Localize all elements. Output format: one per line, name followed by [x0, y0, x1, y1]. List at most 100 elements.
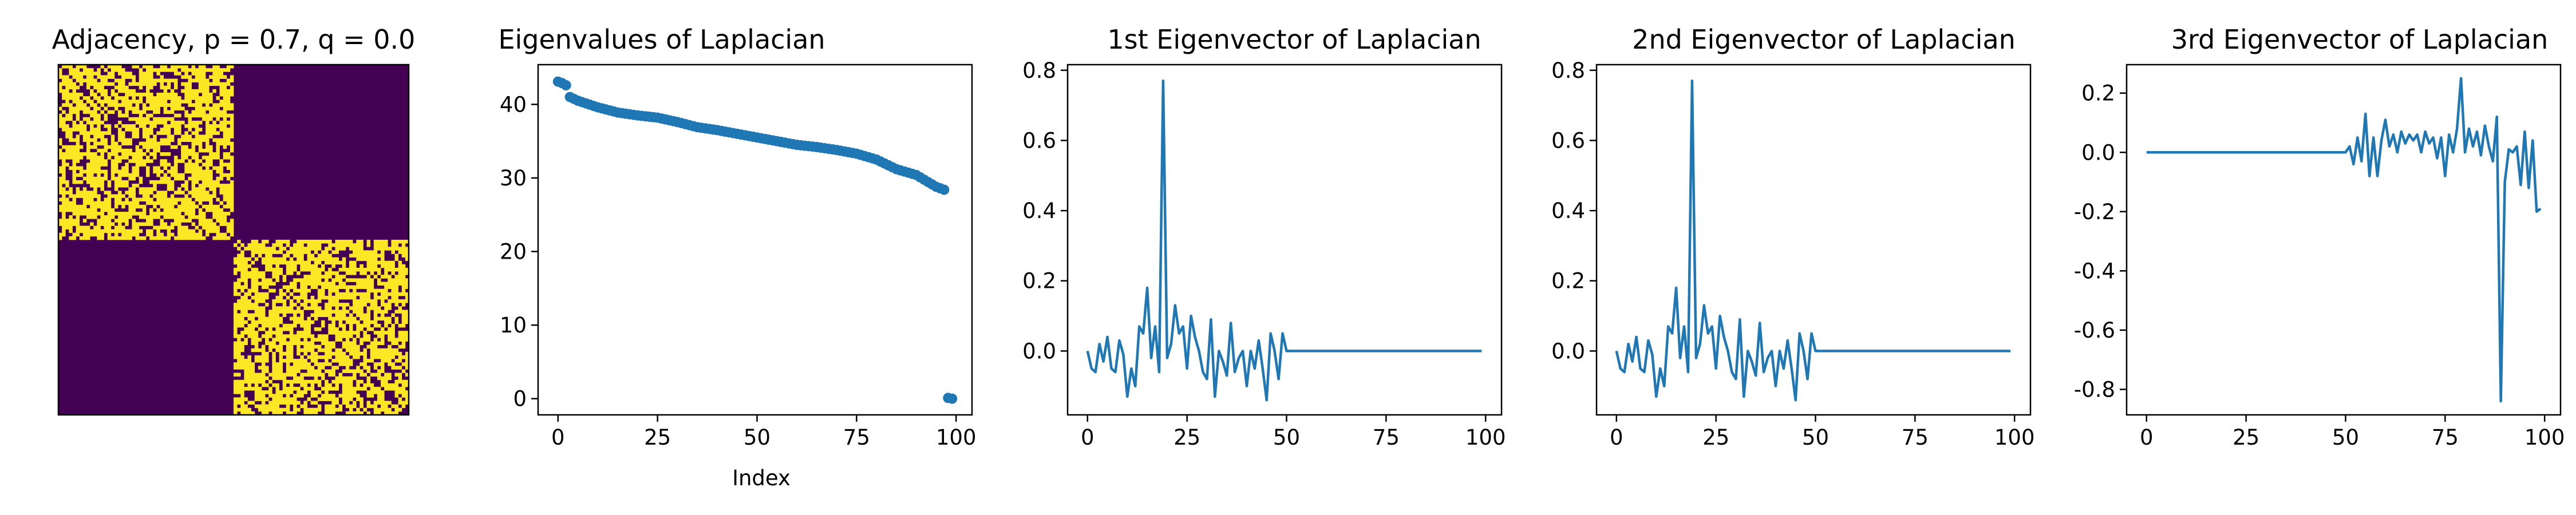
heatmap-cell: [373, 331, 395, 335]
heatmap-cell: [58, 82, 76, 86]
heatmap-cell: [62, 201, 76, 205]
heatmap-cell: [353, 373, 357, 377]
heatmap-cell: [198, 219, 213, 223]
heatmap-cell: [331, 401, 339, 405]
y-tick-label: 30: [500, 166, 527, 191]
heatmap-cell: [212, 236, 231, 240]
heatmap-cell: [300, 267, 325, 272]
heatmap-cell: [251, 320, 283, 324]
eigenvector-2-series: [1615, 79, 2011, 402]
heatmap-cell: [286, 271, 294, 275]
heatmap-cell: [272, 275, 279, 279]
heatmap-cell: [69, 166, 84, 170]
heatmap-cell: [398, 323, 406, 328]
heatmap-cell: [135, 236, 147, 240]
heatmap-cell: [261, 334, 272, 338]
heatmap-cell: [282, 275, 287, 279]
heatmap-cell: [272, 351, 276, 356]
heatmap-cell: [303, 401, 307, 405]
heatmap-cell: [342, 390, 357, 394]
heatmap-cell: [100, 138, 108, 142]
heatmap-cell: [125, 191, 136, 195]
heatmap-cell: [82, 201, 112, 205]
heatmap-cell: [188, 191, 210, 195]
heatmap-cell: [394, 390, 409, 394]
heatmap-cell: [289, 338, 301, 342]
heatmap-cell: [223, 106, 234, 110]
heatmap-cell: [132, 131, 140, 135]
y-tick-label: -0.6: [2074, 318, 2115, 343]
heatmap-cell: [146, 96, 181, 100]
heatmap-cell: [86, 85, 90, 90]
heatmap-cell: [135, 145, 140, 149]
heatmap-cell: [405, 373, 409, 377]
heatmap-cell: [345, 271, 357, 275]
heatmap-cell: [234, 401, 244, 405]
heatmap-cell: [76, 191, 97, 195]
heatmap-cell: [58, 169, 66, 174]
heatmap-cell: [153, 110, 160, 114]
heatmap-cell: [272, 299, 287, 303]
heatmap-cell: [251, 341, 259, 345]
heatmap-cell: [272, 383, 279, 387]
heatmap-cell: [188, 128, 192, 132]
heatmap-cell: [110, 173, 115, 177]
heatmap-cell: [240, 394, 244, 398]
heatmap-cell: [394, 253, 399, 258]
heatmap-cell: [338, 267, 381, 272]
heatmap-cell: [303, 344, 322, 349]
heatmap-cell: [237, 278, 248, 282]
heatmap-cell: [212, 103, 234, 107]
heatmap-cell: [82, 138, 97, 142]
heatmap-cell: [93, 85, 104, 90]
heatmap-cell: [206, 208, 224, 212]
heatmap-cell: [247, 288, 259, 293]
heatmap-cell: [261, 257, 287, 262]
heatmap-cell: [317, 366, 325, 370]
heatmap-cell: [268, 394, 283, 398]
heatmap-cell: [184, 113, 234, 118]
heatmap-cell: [173, 159, 185, 163]
heatmap-cell: [62, 212, 66, 216]
heatmap-cell: [272, 303, 276, 307]
heatmap-cell: [251, 278, 259, 282]
heatmap-cell: [398, 401, 409, 405]
heatmap-cell: [377, 394, 385, 398]
heatmap-cell: [373, 292, 378, 296]
heatmap-cell: [198, 222, 216, 226]
heatmap-cell: [128, 187, 136, 191]
heatmap-cell: [198, 201, 203, 205]
heatmap-cell: [107, 128, 112, 132]
heatmap-cell: [188, 120, 203, 125]
heatmap-cell: [173, 236, 206, 240]
heatmap-cell: [377, 271, 381, 275]
heatmap-cell: [198, 145, 203, 149]
heatmap-cell: [384, 323, 388, 328]
heatmap-cell: [79, 131, 112, 135]
heatmap-cell: [373, 240, 388, 244]
heatmap-cell: [107, 156, 112, 160]
heatmap-cell: [156, 229, 160, 233]
heatmap-cell: [223, 145, 227, 149]
heatmap-cell: [282, 379, 322, 384]
y-tick-label: 20: [500, 240, 527, 264]
heatmap-cell: [342, 401, 350, 405]
heatmap-cell: [181, 152, 199, 156]
heatmap-cell: [234, 310, 238, 314]
heatmap-cell: [293, 278, 322, 282]
heatmap-cell: [314, 250, 318, 254]
heatmap-cell: [234, 260, 248, 265]
heatmap-cell: [110, 163, 118, 167]
heatmap-cell: [223, 194, 234, 198]
heatmap-cell: [160, 163, 171, 167]
heatmap-cell: [297, 271, 301, 275]
heatmap-cell: [353, 303, 367, 307]
heatmap-cell: [206, 145, 213, 149]
heatmap-cell: [356, 313, 371, 318]
heatmap-cell: [184, 92, 199, 97]
heatmap-cell: [328, 288, 339, 293]
heatmap-cell: [230, 180, 234, 184]
heatmap-cell: [62, 103, 73, 107]
heatmap-cell: [118, 215, 132, 219]
heatmap-cell: [247, 323, 259, 328]
